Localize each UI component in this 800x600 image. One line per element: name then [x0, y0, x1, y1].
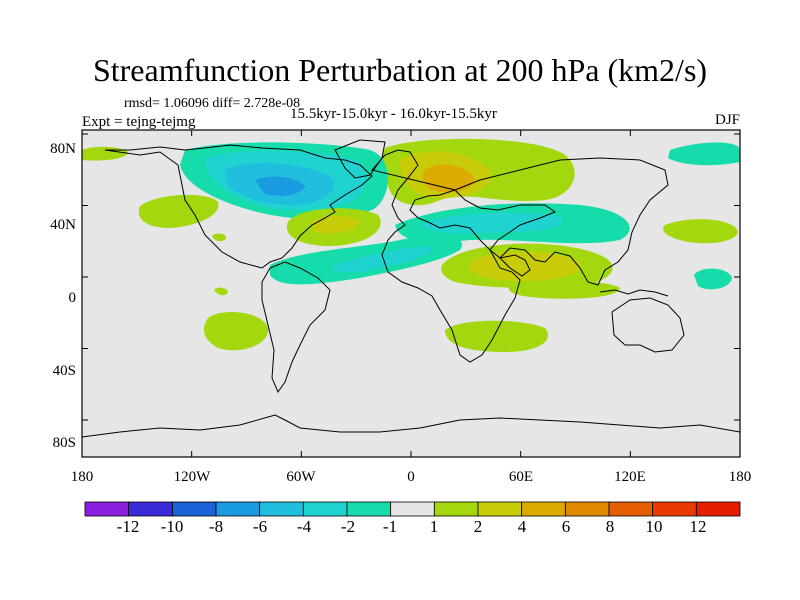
coastlines [82, 139, 740, 438]
figure-title: Streamfunction Perturbation at 200 hPa (… [92, 52, 708, 88]
south-atlantic-high-field [445, 320, 549, 352]
colorbar-label: -10 [161, 517, 184, 536]
x-tick-label: 0 [407, 469, 415, 485]
colorbar-label: 10 [646, 517, 663, 536]
y-tick-label: 40S [53, 363, 76, 379]
colorbar-swatch [302, 501, 348, 517]
y-tick-label: 0 [69, 290, 77, 306]
colorbar-label: 8 [606, 517, 615, 536]
y-axis-labels: 80N 40N 0 40S 80S [50, 141, 76, 451]
colorbar-label: -8 [209, 517, 223, 536]
season-label: DJF [714, 112, 740, 128]
north-america-coast [104, 144, 373, 269]
colorbar-label: 4 [518, 517, 527, 536]
x-tick-label: 180 [729, 469, 752, 485]
colorbar-label: 12 [690, 517, 707, 536]
indonesia-coast [599, 289, 669, 297]
north-pacific-east-high [212, 233, 226, 242]
x-tick-label: 120E [614, 469, 646, 485]
colorbar-swatch [259, 501, 304, 517]
australia-coast [611, 297, 685, 353]
x-tick-label: 120W [174, 469, 212, 485]
south-indian-high-field [508, 280, 620, 299]
colorbar-swatch [346, 501, 392, 517]
south-pacific-high-field [203, 312, 269, 351]
y-tick-label: 40N [50, 217, 76, 233]
colorbar [84, 501, 741, 517]
colorbar-swatch [652, 501, 697, 517]
arctic-low-inner [255, 176, 305, 196]
pacific-equatorial-high [214, 287, 228, 296]
greenland-coast [334, 139, 386, 179]
colorbar-labels: -12 -10 -8 -6 -4 -2 -1 1 2 4 6 8 10 12 [117, 517, 707, 536]
south-asia-high-core [469, 251, 581, 282]
colorbar-label: 1 [430, 517, 439, 536]
period-label: 15.5kyr-15.0kyr - 16.0kyr-15.5kyr [290, 106, 497, 122]
colorbar-label: -6 [253, 517, 267, 536]
x-axis-labels: 180 120W 60W 0 60E 120E 180 [71, 469, 752, 485]
colorbar-label: -4 [297, 517, 312, 536]
colorbar-swatch [564, 501, 610, 517]
north-pacific-low-field [668, 142, 740, 166]
asia-coast [454, 157, 669, 286]
colorbar-swatch [390, 501, 435, 517]
stats-label: rmsd= 1.06096 diff= 2.728e-08 [124, 96, 301, 111]
colorbar-swatch [521, 501, 566, 517]
x-tick-label: 60W [286, 469, 316, 485]
colorbar-swatch [84, 501, 130, 517]
colorbar-swatch [433, 501, 479, 517]
y-tick-label: 80N [50, 141, 76, 157]
colorbar-label: 2 [474, 517, 483, 536]
europe-africa-coast [371, 149, 521, 363]
x-tick-label: 60E [509, 469, 533, 485]
map-plot-area [82, 130, 740, 457]
colorbar-label: -12 [117, 517, 140, 536]
colorbar-swatch [608, 501, 654, 517]
north-pacific-high-field [138, 194, 219, 228]
colorbar-swatch [477, 501, 523, 517]
axis-ticks [81, 130, 741, 457]
colorbar-label: -1 [383, 517, 397, 536]
mediterranean-asia-low-core [420, 212, 563, 234]
experiment-label: Expt = tejng-tejmg [82, 114, 196, 130]
colorbar-swatch [128, 501, 173, 517]
y-tick-label: 80S [53, 435, 76, 451]
tropical-atlantic-low-core [330, 246, 432, 273]
colorbar-swatch [171, 501, 217, 517]
x-tick-label: 180 [71, 469, 94, 485]
colorbar-swatch [695, 501, 741, 517]
colorbar-swatch [215, 501, 261, 517]
colorbar-label: 6 [562, 517, 571, 536]
tropical-pacific-high-field [694, 268, 732, 290]
arabia-coast [498, 254, 531, 277]
atlantic-subtropical-high-core [310, 216, 360, 234]
west-pacific-high-field [663, 219, 738, 244]
colorbar-label: -2 [341, 517, 355, 536]
south-america-coast [261, 261, 331, 394]
antarctica-coast [82, 414, 740, 438]
